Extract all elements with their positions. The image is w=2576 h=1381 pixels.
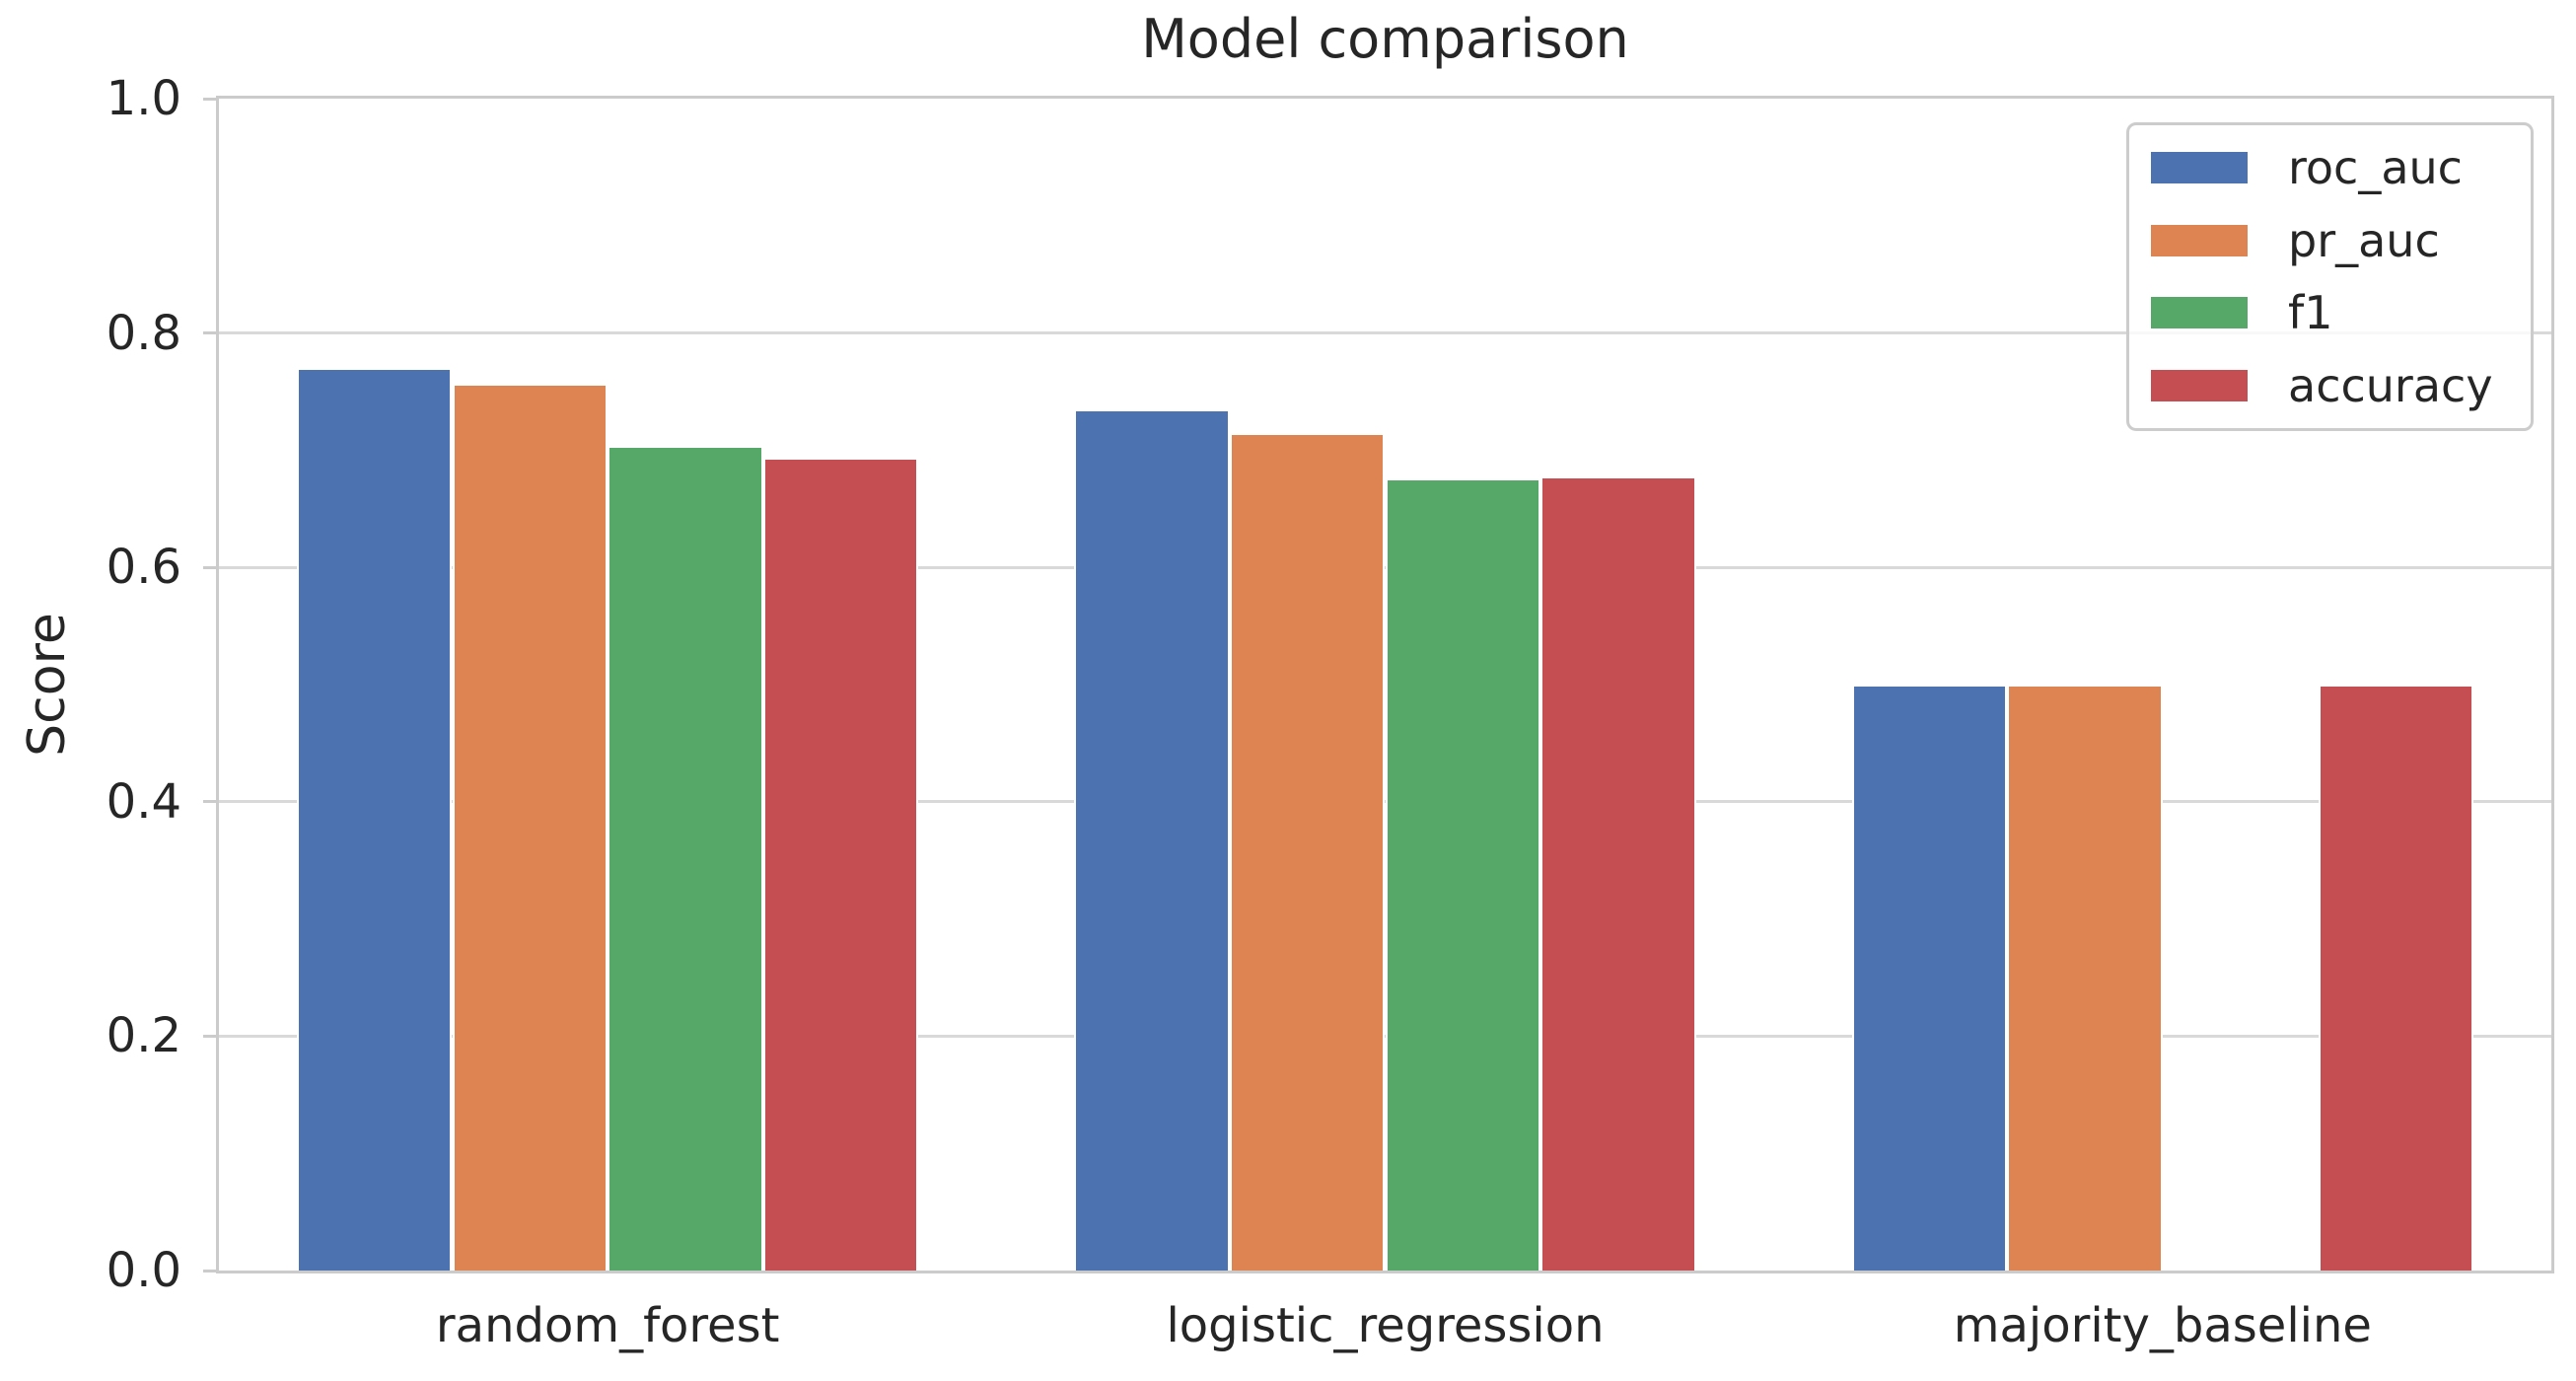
y-tick-label-0.0: 0.0 [106, 1243, 181, 1298]
legend-label-pr_auc: pr_auc [2288, 213, 2440, 267]
legend-label-roc_auc: roc_auc [2288, 140, 2463, 194]
chart-title: Model comparison [1141, 8, 1629, 70]
y-tick-mark-0.6 [203, 565, 216, 569]
y-tick-label-0.6: 0.6 [106, 540, 181, 596]
y-tick-mark-0.0 [203, 1269, 216, 1272]
y-tick-label-0.8: 0.8 [106, 305, 181, 361]
legend-row-accuracy: accuracy [2151, 349, 2531, 422]
y-tick-mark-0.4 [203, 800, 216, 804]
bar-pr_auc-random_forest [452, 383, 608, 1271]
x-tick-label-random_forest: random_forest [435, 1298, 780, 1353]
bar-roc_auc-random_forest [296, 368, 453, 1271]
gridline-y-0.8 [219, 331, 2551, 335]
y-tick-mark-1.0 [203, 97, 216, 101]
bar-roc_auc-logistic_regression [1074, 408, 1230, 1271]
y-axis-label: Score [18, 613, 77, 757]
legend-swatch-roc_auc [2151, 151, 2248, 183]
legend-swatch-pr_auc [2151, 224, 2248, 256]
x-tick-label-majority_baseline: majority_baseline [1953, 1298, 2372, 1353]
y-tick-mark-0.8 [203, 331, 216, 335]
bar-pr_auc-majority_baseline [2007, 685, 2163, 1271]
y-tick-label-0.4: 0.4 [106, 773, 181, 830]
x-tick-label-logistic_regression: logistic_regression [1166, 1298, 1605, 1353]
legend-row-pr_auc: pr_auc [2151, 204, 2531, 277]
legend: roc_auc pr_auc f1 accuracy [2126, 122, 2534, 431]
bar-f1-logistic_regression [1385, 477, 1541, 1271]
y-tick-label-1.0: 1.0 [106, 71, 181, 126]
bar-accuracy-majority_baseline [2318, 685, 2474, 1271]
legend-row-f1: f1 [2151, 277, 2531, 350]
bar-layer [219, 99, 2551, 1271]
legend-swatch-f1 [2151, 297, 2248, 329]
y-tick-label-0.2: 0.2 [106, 1008, 181, 1064]
legend-row-roc_auc: roc_auc [2151, 131, 2531, 204]
legend-label-f1: f1 [2288, 286, 2333, 340]
legend-swatch-accuracy [2151, 370, 2248, 402]
bar-accuracy-random_forest [762, 457, 919, 1271]
bar-pr_auc-logistic_regression [1229, 432, 1386, 1271]
y-tick-mark-0.2 [203, 1034, 216, 1038]
bar-roc_auc-majority_baseline [1851, 685, 2008, 1271]
bar-f1-random_forest [608, 445, 763, 1271]
bar-accuracy-logistic_regression [1540, 475, 1696, 1271]
legend-label-accuracy: accuracy [2288, 359, 2493, 413]
